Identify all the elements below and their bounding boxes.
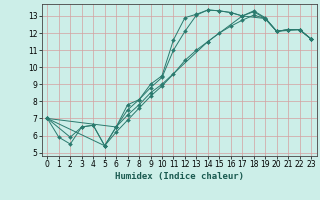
- X-axis label: Humidex (Indice chaleur): Humidex (Indice chaleur): [115, 172, 244, 181]
